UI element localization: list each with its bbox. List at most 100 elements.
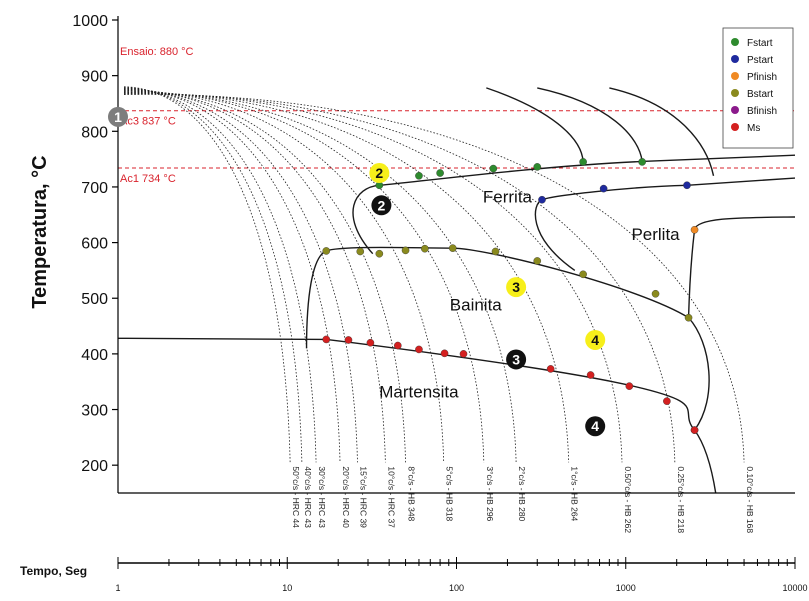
cooling-rate-label: 8°c/s - HB 348 (407, 466, 417, 521)
ferrite-boundary-mid (486, 87, 584, 162)
cooling-rate-label: 5°c/s - HB 318 (445, 466, 455, 521)
cooling-curve (123, 92, 623, 463)
ferrite-boundary-upper (537, 87, 643, 162)
cooling-rate-label: 40°c/s - HRC 43 (303, 466, 313, 528)
data-point-bstart (356, 247, 365, 256)
x-tick-label: 1000 (616, 583, 636, 593)
legend-marker (731, 38, 739, 46)
badge-number: 2 (375, 165, 383, 181)
cooling-curve (123, 91, 485, 463)
data-point-fstart (415, 172, 423, 180)
x-tick-label: 10 (282, 583, 292, 593)
x-tick-label: 10000 (782, 583, 807, 593)
cooling-curve (123, 86, 303, 463)
badge-circle (506, 277, 527, 298)
badge-number: 1 (114, 109, 122, 125)
cooling-rate-label: 0.25°c/s - HB 218 (676, 466, 686, 533)
legend: Fstart Pstart Pfinish Bstart Bfinish Ms (722, 27, 794, 149)
badge-circle (369, 163, 390, 184)
reference-label: Ensaio: 880 °C (120, 46, 194, 58)
reference-label: Ac1 734 °C (120, 173, 176, 185)
data-point-fstart (489, 164, 498, 173)
data-point-ms (586, 371, 595, 379)
data-point-ms (440, 349, 449, 358)
legend-label: Pfinish (747, 72, 777, 83)
legend-marker (731, 123, 739, 131)
reference-lines: Ensaio: 880 °C Ac3 837 °C Ac1 734 °C (118, 46, 795, 185)
badge-number: 2 (378, 197, 386, 213)
ms-curve (117, 337, 717, 494)
cooling-rate-label: 2°c/s - HB 280 (517, 466, 527, 521)
pearlite-finish-curve (687, 216, 796, 318)
cooling-curve (123, 89, 386, 463)
data-point-ms (394, 341, 402, 350)
region-labels: Ferrita Perlita Bainita Martensita (379, 188, 680, 402)
badge-number: 4 (591, 332, 599, 348)
data-point-bstart (322, 247, 331, 255)
badge-circle (585, 416, 606, 437)
badge-number: 3 (512, 351, 520, 367)
y-axis-label: Temperatura, °C (29, 155, 51, 308)
badge-circle (108, 106, 128, 127)
y-tick-label: 200 (81, 458, 108, 475)
data-point-bstart (491, 247, 500, 256)
y-tick-label: 300 (81, 403, 108, 420)
cooling-rate-label: 50°c/s - HRC 44 (291, 466, 301, 528)
data-point-fstart (579, 158, 587, 166)
legend-label: Ms (747, 123, 760, 134)
region-label: Martensita (379, 382, 459, 401)
badge-number: 4 (591, 418, 599, 434)
data-point-fstart (533, 163, 542, 171)
cooling-curves: 50°c/s - HRC 44 40°c/s - HRC 43 30°c/s - H… (123, 86, 755, 533)
cooling-curve (123, 92, 570, 463)
cooling-rate-label: 0.10°c/s - HB 168 (745, 466, 755, 533)
cooling-rate-label: 0.50°c/s - HB 262 (623, 466, 633, 533)
cooling-curve (123, 90, 445, 463)
data-point-bstart (448, 244, 457, 252)
data-point-ms (459, 350, 468, 358)
y-tick-label: 700 (81, 180, 108, 197)
data-points (322, 158, 699, 434)
data-point-pstart (683, 181, 691, 190)
cooling-rate-label: 20°c/s - HRC 40 (341, 466, 351, 528)
data-point-bstart (684, 313, 693, 322)
data-point-ms (690, 426, 699, 434)
data-point-bstart (375, 249, 384, 258)
cooling-rate-label: 30°c/s - HRC 43 (317, 466, 327, 528)
x-tick-label: 100 (449, 583, 464, 593)
badge-circle (506, 349, 527, 370)
data-point-ms (663, 397, 671, 405)
data-point-ms (322, 335, 331, 344)
x-tick-label: 1 (115, 583, 120, 593)
data-point-pfinish (690, 225, 699, 234)
cooling-rate-label: 3°c/s - HB 296 (485, 466, 495, 521)
badges: 1 2 2 3 3 4 4 (108, 106, 606, 437)
reference-label: Ac3 837 °C (120, 116, 176, 128)
y-tick-label: 600 (81, 236, 108, 253)
region-label: Bainita (450, 295, 503, 314)
data-point-bstart (533, 257, 542, 265)
cooling-rate-label: 10°c/s - HRC 37 (386, 466, 396, 528)
ferrite-start-curve (352, 154, 796, 255)
cooling-curve (123, 91, 517, 463)
cooling-rate-label: 15°c/s - HRC 39 (358, 466, 368, 528)
y-tick-label: 500 (81, 291, 108, 308)
region-label: Perlita (631, 225, 680, 244)
data-point-bstart (401, 246, 410, 255)
badge-number: 3 (512, 279, 520, 295)
legend-label: Bstart (747, 89, 773, 100)
legend-label: Bfinish (747, 106, 777, 117)
region-label: Ferrita (483, 188, 533, 207)
badge-circle (585, 329, 606, 350)
legend-label: Pstart (747, 55, 773, 66)
data-point-ms (546, 365, 555, 373)
y-tick-label: 400 (81, 347, 108, 364)
data-point-ms (366, 338, 375, 347)
legend-marker (731, 55, 739, 63)
cooling-curve (123, 88, 341, 463)
legend-marker (731, 89, 739, 97)
data-point-pstart (599, 184, 608, 193)
